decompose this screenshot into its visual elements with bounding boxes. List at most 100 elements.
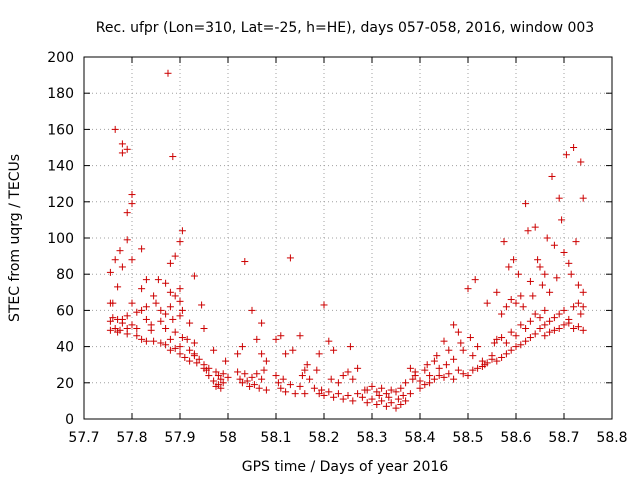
data-point	[118, 140, 126, 148]
data-point	[241, 258, 249, 266]
x-tick-label: 58.5	[452, 430, 483, 446]
data-point	[320, 301, 328, 309]
data-point	[560, 248, 568, 256]
data-point	[142, 303, 150, 311]
data-point	[123, 330, 131, 338]
data-point	[171, 328, 179, 336]
data-point	[176, 238, 184, 246]
data-point	[507, 328, 515, 336]
data-point	[128, 256, 136, 264]
data-point	[116, 247, 124, 255]
chart-title: Rec. ufpr (Lon=310, Lat=-25, h=HE), days…	[96, 20, 594, 36]
data-point	[210, 377, 218, 385]
data-point	[562, 151, 570, 159]
data-point	[190, 339, 198, 347]
data-point	[572, 238, 580, 246]
data-point	[522, 200, 530, 208]
data-point	[498, 334, 506, 342]
data-point	[310, 384, 318, 392]
data-point	[553, 274, 561, 282]
data-point	[560, 321, 568, 329]
data-point	[430, 375, 438, 383]
data-point	[570, 144, 578, 151]
data-point	[133, 325, 141, 332]
data-point	[512, 299, 520, 307]
x-tick-label: 58.4	[404, 430, 435, 446]
data-point	[493, 335, 501, 343]
y-tick-label: 0	[65, 412, 74, 428]
data-point	[214, 381, 222, 389]
data-point	[423, 361, 431, 369]
data-point	[471, 276, 479, 284]
data-point	[411, 372, 419, 380]
data-point	[212, 368, 220, 376]
data-point	[560, 306, 568, 314]
data-point	[378, 384, 386, 392]
data-point	[133, 332, 141, 340]
data-point	[459, 370, 467, 378]
data-point	[464, 372, 472, 380]
y-tick-label: 140	[47, 159, 74, 175]
data-point	[274, 379, 282, 387]
data-point	[318, 386, 326, 394]
data-point	[536, 325, 544, 332]
data-point	[344, 391, 352, 399]
data-point	[526, 277, 534, 285]
data-point	[171, 344, 179, 352]
data-point	[416, 377, 424, 385]
data-point	[466, 334, 474, 342]
data-point	[248, 373, 256, 381]
data-point	[234, 368, 242, 376]
data-point	[454, 366, 462, 374]
data-point	[171, 252, 179, 260]
data-point	[567, 270, 575, 278]
data-point	[190, 272, 198, 280]
data-point	[253, 335, 261, 343]
data-point	[507, 296, 515, 304]
y-axis-label: STEC from uqrg / TECUs	[7, 154, 23, 322]
data-point	[238, 379, 246, 387]
x-tick-label: 57.9	[164, 430, 195, 446]
data-point	[162, 310, 170, 318]
data-point	[118, 149, 126, 157]
data-point	[433, 352, 441, 360]
data-point	[577, 158, 585, 166]
data-point	[138, 335, 146, 343]
data-point	[282, 350, 290, 358]
data-point	[106, 268, 114, 276]
data-point	[325, 388, 333, 396]
data-point	[106, 317, 114, 325]
grid	[84, 57, 612, 419]
data-point	[541, 332, 549, 340]
data-point	[138, 285, 146, 293]
data-point	[474, 364, 482, 372]
data-point	[574, 323, 582, 331]
data-point	[106, 326, 114, 334]
y-tick-label: 180	[47, 86, 74, 102]
data-point	[166, 288, 174, 296]
data-point	[334, 390, 342, 398]
data-point	[550, 326, 558, 334]
data-point	[241, 370, 249, 378]
data-point	[222, 357, 230, 365]
data-point	[526, 334, 534, 342]
data-point	[517, 292, 525, 300]
data-point	[526, 317, 534, 325]
data-point	[397, 384, 405, 392]
data-point	[339, 395, 347, 403]
data-point	[176, 350, 184, 358]
data-point	[238, 343, 246, 351]
data-point	[354, 364, 362, 372]
data-point	[169, 153, 177, 161]
data-point	[421, 381, 429, 389]
data-point	[150, 292, 158, 300]
data-point	[550, 314, 558, 322]
data-point	[114, 283, 122, 291]
data-point	[531, 330, 539, 338]
data-point	[500, 238, 508, 246]
data-point	[450, 355, 458, 363]
data-point	[186, 346, 194, 354]
data-point	[262, 357, 270, 365]
data-point	[219, 370, 227, 378]
